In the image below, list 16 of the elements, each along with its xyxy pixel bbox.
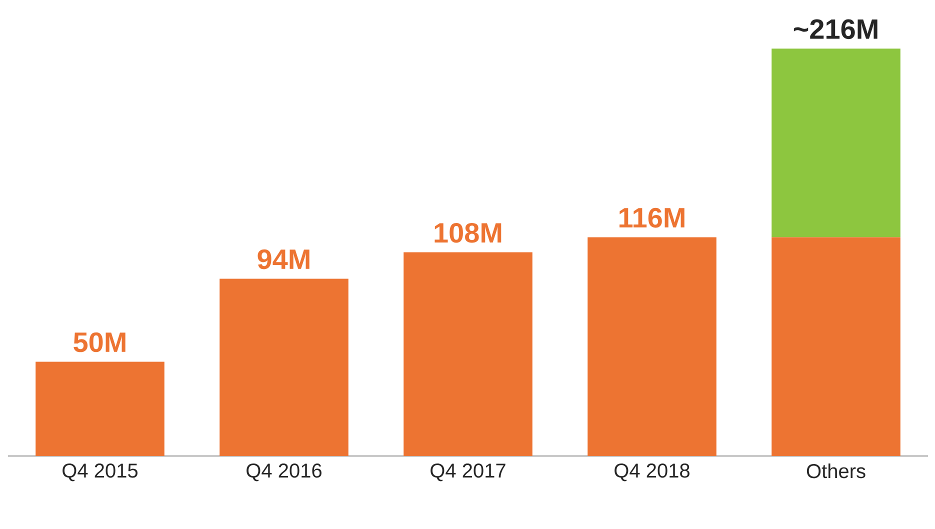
data-label: 116M xyxy=(620,208,684,228)
data-label: 50M xyxy=(74,332,126,352)
bar xyxy=(588,237,716,456)
x-tick-label: Q4 2015 xyxy=(62,464,138,482)
bar xyxy=(772,237,900,456)
data-label: 108M xyxy=(434,222,502,243)
x-tick-label: Q4 2016 xyxy=(246,464,322,482)
total-label: ~216M xyxy=(794,19,878,40)
bar xyxy=(772,48,900,238)
bar xyxy=(36,362,164,456)
bar xyxy=(220,278,348,456)
data-label: 94M xyxy=(258,249,310,270)
bar xyxy=(404,252,532,456)
x-tick-label: Q4 2018 xyxy=(614,464,690,482)
x-tick-label: Others xyxy=(806,464,866,478)
x-tick-label: Q4 2017 xyxy=(430,464,506,482)
